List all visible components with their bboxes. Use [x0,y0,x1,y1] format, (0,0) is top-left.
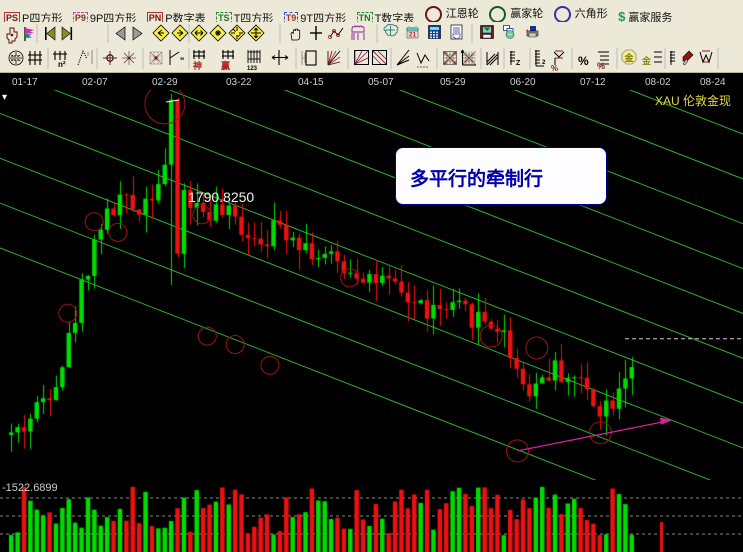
svg-text:21: 21 [409,32,417,39]
svg-text:Z: Z [516,60,521,67]
svg-text:金: 金 [623,52,634,63]
svg-text:%: % [597,61,605,71]
svg-text:金: 金 [641,55,652,66]
svg-text:n²: n² [58,60,66,69]
svg-text:08-24: 08-24 [700,77,726,88]
svg-text:%: % [551,64,558,72]
svg-text:05-07: 05-07 [368,77,394,88]
svg-text:123: 123 [247,66,258,72]
svg-text:06-20: 06-20 [510,77,536,88]
svg-text:%: % [578,54,589,68]
svg-text:02-07: 02-07 [82,77,108,88]
svg-text:赢: 赢 [221,60,230,71]
svg-text:04-15: 04-15 [298,77,324,88]
svg-text:03-22: 03-22 [226,77,252,88]
svg-text:07-12: 07-12 [580,77,606,88]
svg-text:02-29: 02-29 [152,77,178,88]
svg-text:01-17: 01-17 [12,77,38,88]
svg-text:2: 2 [542,60,546,66]
svg-text:神: 神 [193,60,202,71]
svg-text:": " [180,56,184,66]
svg-text:08-02: 08-02 [645,77,671,88]
svg-text:05-29: 05-29 [440,77,466,88]
